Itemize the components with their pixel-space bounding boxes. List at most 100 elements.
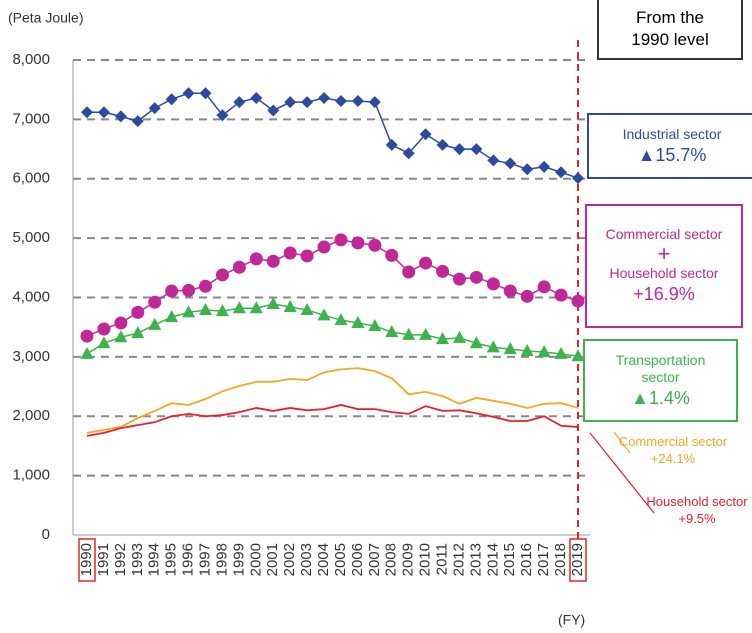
marker [385,324,399,337]
marker [537,345,551,358]
marker [521,163,534,176]
x-tick-label: 2007 [366,543,383,576]
series-line [87,92,579,179]
x-tick-label: 2000 [247,543,264,576]
change-label: ▲1.4% [631,387,690,408]
marker [216,109,229,122]
x-tick-label: 2014 [484,543,501,576]
marker [572,172,584,185]
x-tick-label: 1992 [112,543,129,576]
marker [97,322,111,336]
x-tick-label: 2015 [501,543,518,576]
marker [215,304,229,317]
marker [334,313,348,326]
series-name: Transportation sector [615,351,706,385]
marker [233,96,246,109]
marker [249,301,263,314]
y-tick-label: 2,000 [12,407,50,424]
marker [199,87,212,100]
marker [504,157,517,170]
marker [300,249,314,263]
marker [402,327,416,340]
series-name: Industrial sector [622,125,722,142]
change-label: +16.9% [633,284,695,304]
series-name: + [657,241,671,266]
series-label: Household sector +9.5% [622,493,752,527]
marker [486,340,500,353]
x-tick-label: 2001 [264,543,281,576]
marker [486,277,500,291]
marker [266,297,280,310]
marker [452,330,466,343]
marker [554,346,568,359]
note: From the 1990 level [631,8,709,49]
x-tick-label: 1995 [163,543,180,576]
marker [402,147,415,160]
marker [419,128,432,141]
series-label-box: Industrial sector ▲15.7% [587,113,752,179]
series-name: Household sector [609,265,719,281]
x-tick-label: 1994 [146,543,163,576]
x-tick-label: 2005 [332,543,349,576]
marker [537,280,551,294]
y-tick-label: 7,000 [12,110,50,127]
marker [368,238,382,252]
marker [453,143,466,156]
marker [250,92,263,104]
marker [232,260,246,274]
x-tick-label: 2006 [349,543,366,576]
change-label: +9.5% [678,511,716,526]
marker [317,308,331,321]
change-label: +24.1% [650,451,696,466]
x-tick-label: 2017 [535,543,552,576]
marker [503,342,517,355]
series-name: Household sector [646,494,748,509]
marker [182,87,195,100]
marker [452,272,466,286]
marker [266,254,280,268]
marker [555,166,568,179]
marker [470,143,483,156]
marker [334,94,347,107]
x-tick-label: 2003 [298,543,315,576]
marker [317,240,331,254]
x-tick-label: 1996 [180,543,197,576]
marker [215,268,229,282]
leader-line [589,432,655,514]
marker [301,96,314,109]
x-tick-label: 1991 [95,543,112,576]
marker [300,302,314,315]
x-tick-label: 2018 [552,543,569,576]
y-tick-label: 1,000 [12,467,50,484]
series-name: Commercial sector [605,226,723,242]
x-tick-label: 2002 [281,543,298,576]
marker [351,236,365,250]
highlight-box [78,538,96,582]
y-tick-label: 4,000 [12,288,50,305]
marker [436,332,450,345]
marker [131,305,145,319]
marker [419,256,433,270]
marker [131,326,145,339]
series-line [86,404,579,437]
marker [267,104,280,117]
series-label-box: Commercial sector + Household sector +16.9% [585,204,743,328]
marker [368,96,381,109]
marker [469,270,483,284]
marker [148,102,161,115]
marker [165,93,178,106]
y-tick-label: 6,000 [12,170,50,187]
x-tick-label: 2011 [434,543,451,575]
x-tick-label: 2008 [383,543,400,576]
marker [249,252,263,266]
marker [80,346,94,359]
x-unit: (FY) [558,612,585,628]
x-tick-label: 1999 [230,543,247,576]
marker [199,302,213,315]
marker [199,279,213,293]
marker [487,154,500,167]
x-tick-label: 2010 [417,543,434,576]
marker [351,94,364,107]
y-tick-label: 5,000 [12,229,50,246]
